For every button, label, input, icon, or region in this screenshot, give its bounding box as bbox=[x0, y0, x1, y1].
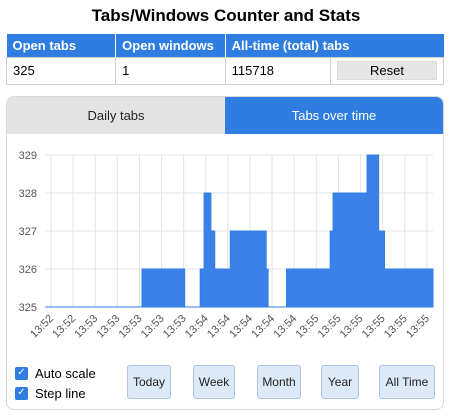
year-button[interactable]: Year bbox=[321, 365, 359, 399]
step-line-option[interactable]: ✓ Step line bbox=[15, 383, 96, 403]
auto-scale-checkbox[interactable]: ✓ bbox=[15, 366, 28, 380]
x-tick-label: 13:53 bbox=[139, 313, 167, 341]
x-tick-label: 13:53 bbox=[117, 313, 145, 341]
y-tick-label: 329 bbox=[19, 150, 37, 162]
x-tick-label: 13:54 bbox=[249, 313, 277, 341]
month-button[interactable]: Month bbox=[257, 365, 301, 399]
header-total-tabs: All-time (total) tabs bbox=[225, 34, 444, 57]
x-tick-label: 13:55 bbox=[404, 313, 432, 341]
x-tick-label: 13:54 bbox=[271, 313, 299, 341]
auto-scale-option[interactable]: ✓ Auto scale bbox=[15, 363, 96, 383]
x-tick-label: 13:54 bbox=[227, 313, 255, 341]
view-tabs: Daily tabs Tabs over time bbox=[7, 97, 443, 134]
all-time-button[interactable]: All Time bbox=[379, 365, 435, 399]
tab-daily-tabs[interactable]: Daily tabs bbox=[7, 97, 225, 134]
header-open-windows: Open windows bbox=[115, 34, 226, 57]
x-tick-label: 13:53 bbox=[94, 313, 122, 341]
y-tick-label: 328 bbox=[19, 188, 37, 200]
y-tick-label: 325 bbox=[19, 302, 37, 314]
x-tick-label: 13:55 bbox=[338, 313, 366, 341]
x-tick-label: 13:54 bbox=[205, 313, 233, 341]
open-tabs-value: 325 bbox=[5, 56, 117, 85]
series-area bbox=[45, 154, 434, 308]
header-open-tabs: Open tabs bbox=[6, 34, 117, 57]
reset-cell: Reset bbox=[330, 56, 444, 85]
step-line-checkbox[interactable]: ✓ bbox=[15, 386, 28, 400]
x-tick-label: 13:55 bbox=[382, 313, 410, 341]
x-tick-label: 13:53 bbox=[161, 313, 189, 341]
x-tick-label: 13:52 bbox=[50, 313, 78, 341]
auto-scale-label: Auto scale bbox=[35, 365, 96, 381]
open-windows-value: 1 bbox=[115, 56, 226, 85]
tab-tabs-over-time[interactable]: Tabs over time bbox=[225, 97, 443, 134]
week-button[interactable]: Week bbox=[193, 365, 235, 399]
stats-table: Open tabs Open windows All-time (total) … bbox=[5, 34, 444, 85]
x-tick-label: 13:55 bbox=[360, 313, 388, 341]
x-tick-label: 13:53 bbox=[72, 313, 100, 341]
y-tick-label: 326 bbox=[19, 264, 37, 276]
stats-value-row: 325 1 115718 Reset bbox=[5, 56, 444, 85]
x-tick-label: 13:55 bbox=[316, 313, 344, 341]
chart-options: ✓ Auto scale ✓ Step line bbox=[15, 363, 96, 403]
x-tick-label: 13:52 bbox=[28, 313, 56, 341]
y-tick-label: 327 bbox=[19, 226, 37, 238]
today-button[interactable]: Today bbox=[127, 365, 171, 399]
tabs-over-time-chart: 32532632732832913:5213:5213:5313:5313:53… bbox=[19, 150, 434, 341]
step-line-label: Step line bbox=[35, 385, 86, 401]
x-tick-label: 13:54 bbox=[183, 313, 211, 341]
page-title: Tabs/Windows Counter and Stats bbox=[91, 6, 361, 25]
reset-button[interactable]: Reset bbox=[337, 61, 437, 80]
total-tabs-value: 115718 bbox=[224, 56, 332, 85]
x-tick-label: 13:55 bbox=[293, 313, 321, 341]
stats-header-row: Open tabs Open windows All-time (total) … bbox=[6, 34, 444, 57]
chart-panel: Daily tabs Tabs over time 325 326 327 328 32… bbox=[6, 96, 444, 410]
